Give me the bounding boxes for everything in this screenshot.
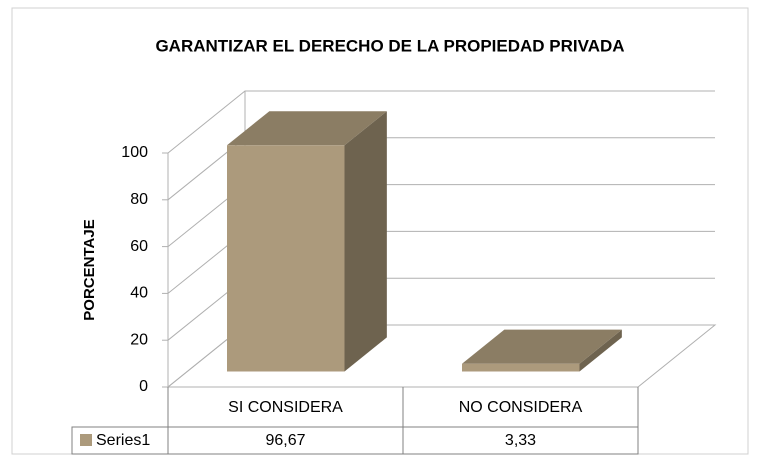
y-tick-label: 40 bbox=[130, 285, 148, 302]
bar-side bbox=[344, 111, 387, 372]
bar-top bbox=[462, 329, 622, 364]
bar-top bbox=[227, 111, 387, 146]
y-tick-label: 60 bbox=[130, 238, 148, 255]
x-tick-label: NO CONSIDERA bbox=[459, 399, 583, 416]
chart-title: GARANTIZAR EL DERECHO DE LA PROPIEDAD PR… bbox=[155, 36, 624, 55]
legend-label: Series1 bbox=[96, 432, 150, 449]
y-tick-label: 20 bbox=[130, 331, 148, 348]
bar bbox=[227, 145, 345, 372]
y-axis-label: PORCENTAJE bbox=[81, 219, 98, 320]
bar bbox=[462, 363, 580, 372]
table-border bbox=[71, 426, 168, 455]
grid-line bbox=[167, 90, 715, 154]
bar-side bbox=[579, 329, 622, 372]
y-tick-label: 80 bbox=[130, 191, 148, 208]
data-label: 96,67 bbox=[265, 432, 305, 449]
legend-key bbox=[80, 434, 92, 446]
x-tick-label: SI CONSIDERA bbox=[228, 399, 343, 416]
y-tick-label: 100 bbox=[121, 144, 148, 161]
data-label: 3,33 bbox=[505, 432, 536, 449]
y-tick-label: 0 bbox=[139, 378, 148, 395]
